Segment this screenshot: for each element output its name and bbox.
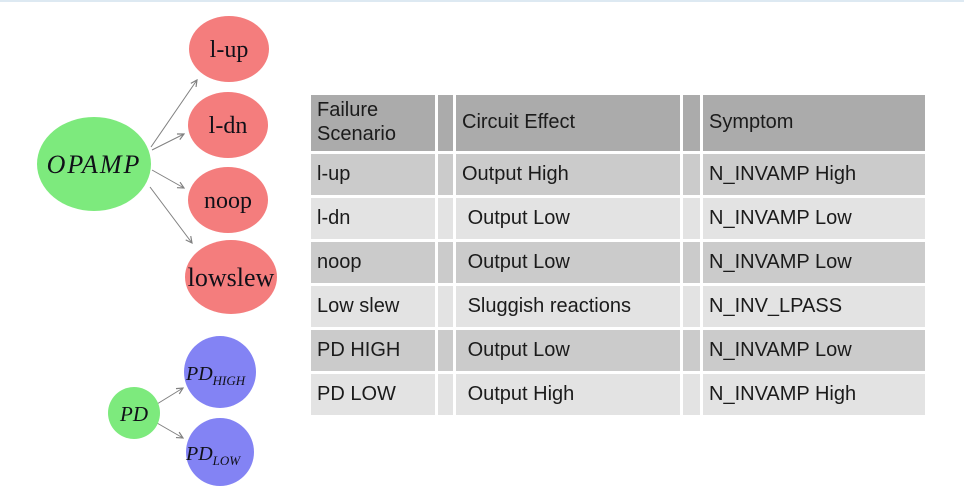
node-pdlow-label: PDLOW	[185, 443, 241, 468]
cell-symptom: N_INVAMP Low	[703, 330, 925, 371]
cell-scenario: Low slew	[311, 286, 435, 327]
node-pd	[108, 387, 160, 439]
cell-effect: Output Low	[456, 198, 680, 239]
failure-scenario-table: Failure Scenario Circuit Effect Symptom …	[308, 92, 928, 418]
cell-symptom: N_INVAMP Low	[703, 198, 925, 239]
node-noop-label: noop	[204, 188, 252, 214]
cell-effect: Output Low	[456, 330, 680, 371]
header-failure-scenario: Failure Scenario	[311, 95, 435, 151]
cell-spacer	[438, 242, 453, 283]
cell-scenario: PD LOW	[311, 374, 435, 415]
table-row: l-dn Output Low N_INVAMP Low	[311, 198, 925, 239]
cell-spacer	[683, 198, 700, 239]
node-pdhigh	[184, 336, 256, 408]
cell-scenario: noop	[311, 242, 435, 283]
cell-spacer	[683, 374, 700, 415]
node-lowslew-label: lowslew	[188, 263, 275, 292]
cell-spacer	[438, 286, 453, 327]
table-row: PD LOW Output High N_INVAMP High	[311, 374, 925, 415]
node-lowslew	[185, 240, 277, 314]
cell-spacer	[683, 242, 700, 283]
edge-pd-pdhigh	[156, 387, 185, 405]
edge-opamp-lowslew	[149, 186, 193, 245]
cell-scenario: l-up	[311, 154, 435, 195]
table-row: l-up Output High N_INVAMP High	[311, 154, 925, 195]
edge-pd-pdlow	[156, 422, 185, 439]
edge-opamp-ldn	[151, 133, 186, 151]
header-symptom: Symptom	[703, 95, 925, 151]
cell-symptom: N_INVAMP High	[703, 374, 925, 415]
cell-symptom: N_INVAMP High	[703, 154, 925, 195]
edge-opamp-lup	[150, 78, 198, 148]
cell-scenario: PD HIGH	[311, 330, 435, 371]
cell-effect: Output High	[456, 154, 680, 195]
node-pd-label: PD	[119, 402, 148, 426]
node-opamp	[37, 117, 151, 211]
node-ldn-label: l-dn	[209, 113, 248, 139]
top-divider-line	[0, 0, 964, 2]
cell-spacer	[438, 374, 453, 415]
cell-spacer	[683, 330, 700, 371]
cell-effect: Sluggish reactions	[456, 286, 680, 327]
cell-effect: Output Low	[456, 242, 680, 283]
fault-tree-diagram: OPAMP l-up l-dn noop lowslew PD PDHIGH P…	[37, 16, 277, 486]
node-lup	[189, 16, 269, 82]
node-pdlow	[186, 418, 254, 486]
table-row: noop Output Low N_INVAMP Low	[311, 242, 925, 283]
table-row: PD HIGH Output Low N_INVAMP Low	[311, 330, 925, 371]
cell-symptom: N_INVAMP Low	[703, 242, 925, 283]
node-opamp-label: OPAMP	[47, 150, 142, 179]
cell-spacer	[438, 198, 453, 239]
node-lup-label: l-up	[210, 37, 249, 63]
cell-symptom: N_INV_LPASS	[703, 286, 925, 327]
cell-effect: Output High	[456, 374, 680, 415]
header-circuit-effect: Circuit Effect	[456, 95, 680, 151]
cell-spacer	[438, 330, 453, 371]
node-ldn	[188, 92, 268, 158]
node-noop	[188, 167, 268, 233]
cell-spacer	[683, 286, 700, 327]
header-spacer-1	[438, 95, 453, 151]
table-header-row: Failure Scenario Circuit Effect Symptom	[311, 95, 925, 151]
cell-spacer	[683, 154, 700, 195]
cell-spacer	[438, 154, 453, 195]
cell-scenario: l-dn	[311, 198, 435, 239]
header-spacer-2	[683, 95, 700, 151]
node-pdhigh-label: PDHIGH	[185, 363, 246, 388]
table-row: Low slew Sluggish reactions N_INV_LPASS	[311, 286, 925, 327]
edge-opamp-noop	[151, 169, 186, 189]
